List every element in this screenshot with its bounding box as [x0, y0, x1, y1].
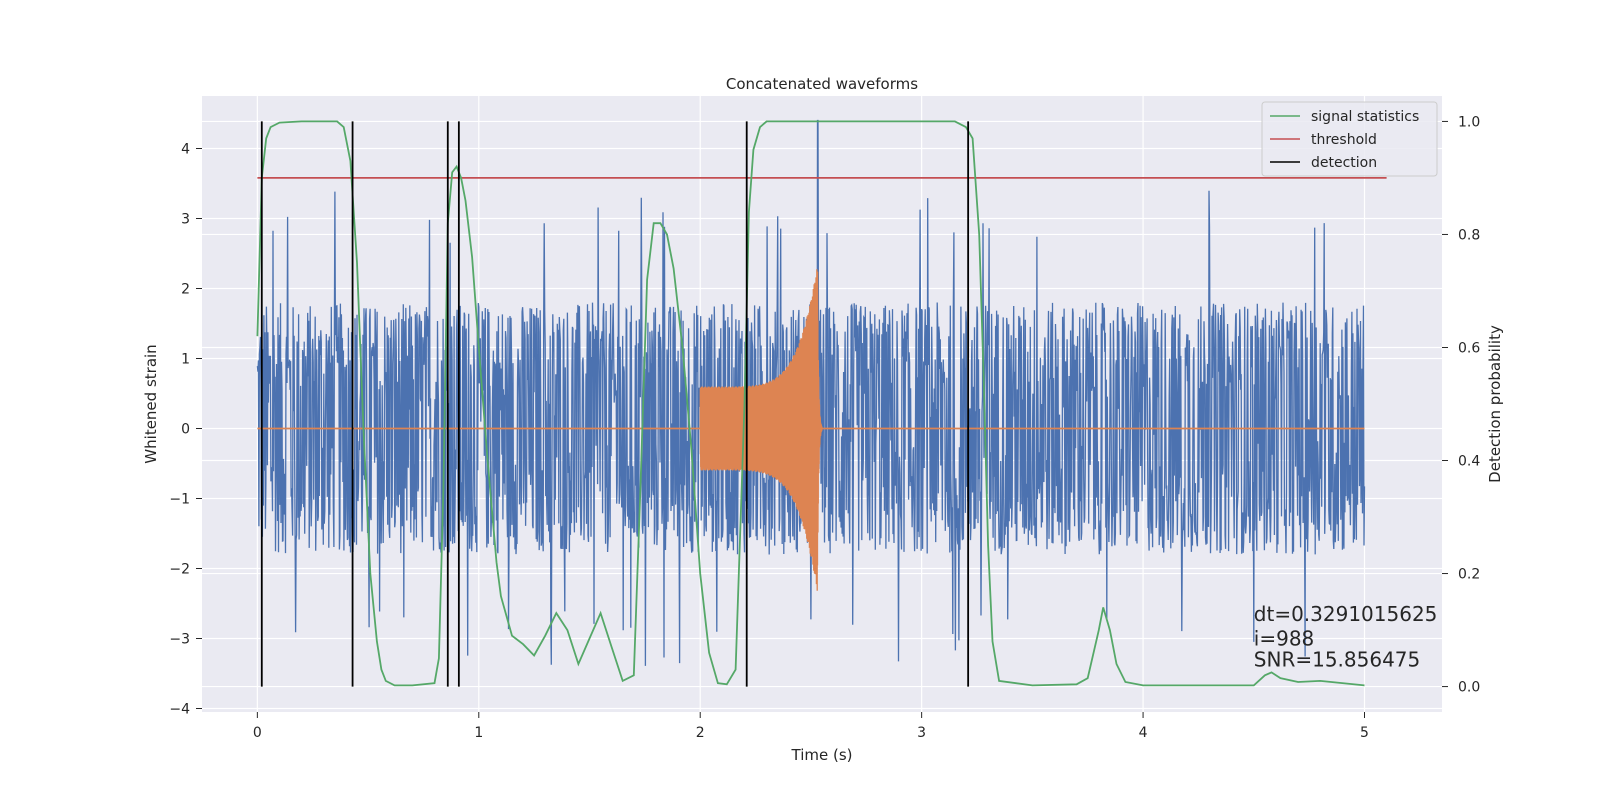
x-tick-label: 4 [1139, 725, 1148, 741]
x-tick-label: 5 [1360, 725, 1369, 741]
legend-box [1261, 101, 1438, 177]
series-signal-statistics [256, 120, 1365, 687]
x-tick-label: 3 [917, 725, 926, 741]
y-tick-label: 2 [181, 282, 190, 298]
chart-title: Concatenated waveforms [726, 75, 918, 93]
y-right-tick-label: 0.8 [1458, 227, 1480, 243]
series-noise [256, 119, 1366, 666]
x-tick-label: 1 [474, 725, 483, 741]
legend-label-threshold: threshold [1311, 132, 1377, 148]
series-injection [257, 269, 1365, 591]
annotation-text: SNR=15.856475 [1254, 648, 1420, 672]
y-tick-label: −4 [169, 702, 190, 718]
series-line-signal-statistics [256, 120, 1365, 687]
y-tick-label: −3 [169, 632, 190, 648]
y-tick-label: 3 [181, 212, 190, 228]
legend-label-signal-statistics: signal statistics [1311, 109, 1419, 125]
y-tick-label: 0 [181, 422, 190, 438]
noise-trace [256, 119, 1366, 666]
axis-ticks: 0 1 2 3 4 5 −4 −3 −2 −1 0 1 2 3 4 0.0 0.2 0.4 0.6 0.8 1.0 [169, 114, 1480, 741]
y-right-tick-label: 0.2 [1458, 567, 1480, 583]
series-detection [260, 121, 970, 687]
x-tick-label: 0 [253, 725, 262, 741]
injection-trace [699, 269, 823, 591]
y-axis-label: Whitened strain [142, 344, 160, 463]
y-right-tick-label: 1.0 [1458, 114, 1480, 130]
y-right-tick-label: 0.0 [1458, 680, 1480, 696]
y-tick-label: −2 [169, 562, 190, 578]
y-tick-label: 1 [181, 352, 190, 368]
y-tick-label: −1 [169, 492, 190, 508]
y-right-tick-label: 0.6 [1458, 340, 1480, 356]
annotation-text: i=988 [1254, 627, 1315, 651]
y-axis-right-label: Detection probability [1486, 325, 1504, 483]
legend-label-detection: detection [1311, 155, 1377, 171]
legend: signal statistics threshold detection [1261, 101, 1438, 177]
x-tick-label: 2 [696, 725, 705, 741]
y-tick-label: 4 [181, 142, 190, 158]
y-right-tick-label: 0.4 [1458, 454, 1480, 470]
annotation-text: dt=0.3291015625 [1254, 602, 1438, 626]
x-axis-label: Time (s) [791, 746, 853, 764]
